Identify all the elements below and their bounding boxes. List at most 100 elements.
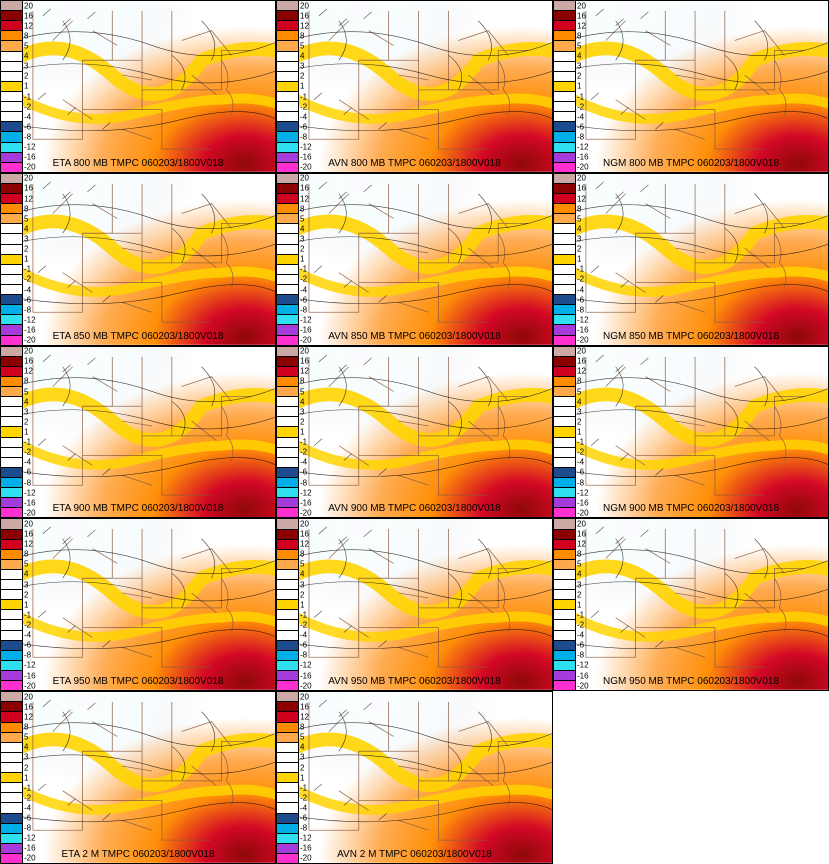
legend-tick--12: -12 <box>24 315 36 324</box>
legend-tick-3: 3 <box>300 235 304 244</box>
legend-swatch-20: 20 <box>277 347 298 357</box>
weather-panel-avn-2m[interactable]: 20 16 12 8 5 4 3 2 1 -1 -2 -4 -6 -8 -12 -16 -20 <box>276 691 553 864</box>
legend-tick-3: 3 <box>577 235 581 244</box>
legend-tick--6: -6 <box>300 814 307 823</box>
weather-panel-ngm-950mb[interactable]: 20 16 12 8 5 4 3 2 1 -1 -2 -4 -6 -8 -12 -16 -20 <box>553 518 829 691</box>
legend-tick--1: -1 <box>577 610 584 619</box>
weather-panel-avn-800mb[interactable]: 20 16 12 8 5 4 3 2 1 -1 -2 -4 -6 -8 -12 -16 -20 <box>276 0 553 173</box>
legend-tick-5: 5 <box>577 387 581 396</box>
legend-swatch--4: -4 <box>277 112 298 122</box>
legend-tick--8: -8 <box>24 651 31 660</box>
legend-swatch-5: 5 <box>1 733 22 743</box>
panel-label: NGM 900 MB TMPC 060203/1800V018 <box>554 503 828 514</box>
legend-tick--4: -4 <box>24 285 31 294</box>
weather-panel-eta-850mb[interactable]: 20 16 12 8 5 4 3 2 1 -1 -2 -4 -6 -8 -12 -16 -20 <box>0 173 276 346</box>
legend-swatch-12: 12 <box>277 712 298 722</box>
weather-panel-eta-950mb[interactable]: 20 16 12 8 5 4 3 2 1 -1 -2 -4 -6 -8 -12 -16 -20 <box>0 518 276 691</box>
legend-tick--2: -2 <box>300 621 307 630</box>
color-legend: 20 16 12 8 5 4 3 2 1 -1 -2 -4 -6 -8 -12 -16 -20 <box>554 174 576 345</box>
legend-tick-2: 2 <box>24 763 28 772</box>
panel-label: AVN 800 MB TMPC 060203/1800V018 <box>277 158 552 169</box>
weather-panel-ngm-800mb[interactable]: 20 16 12 8 5 4 3 2 1 -1 -2 -4 -6 -8 -12 -16 -20 <box>553 0 829 173</box>
legend-tick-1: 1 <box>300 773 304 782</box>
panel-label: NGM 950 MB TMPC 060203/1800V018 <box>554 676 828 687</box>
legend-swatch-1: 1 <box>277 773 298 783</box>
color-legend: 20 16 12 8 5 4 3 2 1 -1 -2 -4 -6 -8 -12 -16 -20 <box>1 174 23 345</box>
legend-tick-2: 2 <box>577 245 581 254</box>
legend-swatch-2: 2 <box>277 72 298 82</box>
legend-swatch-3: 3 <box>554 407 575 417</box>
legend-tick-1: 1 <box>24 428 28 437</box>
legend-tick-16: 16 <box>577 184 586 193</box>
weather-panel-eta-2m[interactable]: 20 16 12 8 5 4 3 2 1 -1 -2 -4 -6 -8 -12 -16 -20 <box>0 691 276 864</box>
color-legend: 20 16 12 8 5 4 3 2 1 -1 -2 -4 -6 -8 -12 -16 -20 <box>1 1 23 172</box>
legend-swatch-12: 12 <box>277 21 298 31</box>
legend-swatch--8: -8 <box>554 651 575 661</box>
legend-swatch--1: -1 <box>277 783 298 793</box>
legend-swatch--4: -4 <box>277 458 298 468</box>
legend-swatch--2: -2 <box>1 620 22 630</box>
legend-tick--2: -2 <box>24 448 31 457</box>
legend-swatch--12: -12 <box>1 661 22 671</box>
legend-tick-16: 16 <box>577 357 586 366</box>
legend-tick--8: -8 <box>577 478 584 487</box>
legend-tick--1: -1 <box>24 610 31 619</box>
color-legend: 20 16 12 8 5 4 3 2 1 -1 -2 -4 -6 -8 -12 -16 -20 <box>554 1 576 172</box>
legend-swatch--4: -4 <box>554 112 575 122</box>
legend-swatch-2: 2 <box>1 417 22 427</box>
legend-tick-4: 4 <box>300 52 304 61</box>
legend-swatch-2: 2 <box>277 590 298 600</box>
legend-swatch-20: 20 <box>1 692 22 702</box>
weather-panel-ngm-900mb[interactable]: 20 16 12 8 5 4 3 2 1 -1 -2 -4 -6 -8 -12 -16 -20 <box>553 346 829 519</box>
legend-swatch--8: -8 <box>554 478 575 488</box>
legend-swatch--4: -4 <box>1 112 22 122</box>
legend-swatch-2: 2 <box>554 417 575 427</box>
weather-panel-eta-800mb[interactable]: 20 16 12 8 5 4 3 2 1 -1 -2 -4 -6 -8 -12 -16 -20 <box>0 0 276 173</box>
legend-tick-16: 16 <box>24 184 33 193</box>
legend-swatch-4: 4 <box>277 224 298 234</box>
legend-swatch-3: 3 <box>277 407 298 417</box>
color-legend: 20 16 12 8 5 4 3 2 1 -1 -2 -4 -6 -8 -12 -16 -20 <box>277 174 299 345</box>
legend-tick-12: 12 <box>300 540 309 549</box>
legend-swatch-3: 3 <box>1 753 22 763</box>
legend-tick--2: -2 <box>300 102 307 111</box>
legend-tick-12: 12 <box>300 194 309 203</box>
legend-swatch-8: 8 <box>554 31 575 41</box>
legend-tick--2: -2 <box>577 102 584 111</box>
legend-swatch-8: 8 <box>1 723 22 733</box>
weather-panel-eta-900mb[interactable]: 20 16 12 8 5 4 3 2 1 -1 -2 -4 -6 -8 -12 -16 -20 <box>0 346 276 519</box>
weather-panel-avn-900mb[interactable]: 20 16 12 8 5 4 3 2 1 -1 -2 -4 -6 -8 -12 -16 -20 <box>276 346 553 519</box>
legend-tick--1: -1 <box>24 783 31 792</box>
legend-tick--2: -2 <box>577 275 584 284</box>
legend-swatch--4: -4 <box>1 285 22 295</box>
legend-swatch-4: 4 <box>1 743 22 753</box>
weather-panel-avn-850mb[interactable]: 20 16 12 8 5 4 3 2 1 -1 -2 -4 -6 -8 -12 -16 -20 <box>276 173 553 346</box>
legend-tick-1: 1 <box>300 600 304 609</box>
legend-tick--6: -6 <box>300 468 307 477</box>
legend-tick-12: 12 <box>300 21 309 30</box>
legend-swatch-12: 12 <box>554 367 575 377</box>
legend-tick-20: 20 <box>300 1 309 10</box>
legend-swatch--2: -2 <box>1 793 22 803</box>
legend-tick--2: -2 <box>24 275 31 284</box>
legend-swatch-4: 4 <box>1 52 22 62</box>
legend-swatch-2: 2 <box>1 763 22 773</box>
legend-swatch-16: 16 <box>1 530 22 540</box>
panel-label: ETA 800 MB TMPC 060203/1800V018 <box>1 158 275 169</box>
weather-panel-avn-950mb[interactable]: 20 16 12 8 5 4 3 2 1 -1 -2 -4 -6 -8 -12 -16 -20 <box>276 518 553 691</box>
legend-tick-8: 8 <box>300 377 304 386</box>
legend-tick-20: 20 <box>300 347 309 356</box>
legend-swatch-4: 4 <box>277 52 298 62</box>
legend-tick--8: -8 <box>300 478 307 487</box>
legend-swatch-20: 20 <box>1 347 22 357</box>
legend-tick--8: -8 <box>24 305 31 314</box>
legend-tick-8: 8 <box>577 31 581 40</box>
legend-swatch-12: 12 <box>1 712 22 722</box>
legend-swatch--1: -1 <box>1 438 22 448</box>
legend-swatch-20: 20 <box>1 174 22 184</box>
legend-tick-16: 16 <box>300 184 309 193</box>
legend-swatch--8: -8 <box>277 478 298 488</box>
weather-panel-ngm-850mb[interactable]: 20 16 12 8 5 4 3 2 1 -1 -2 -4 -6 -8 -12 -16 -20 <box>553 173 829 346</box>
legend-swatch-1: 1 <box>277 600 298 610</box>
legend-swatch--6: -6 <box>554 641 575 651</box>
